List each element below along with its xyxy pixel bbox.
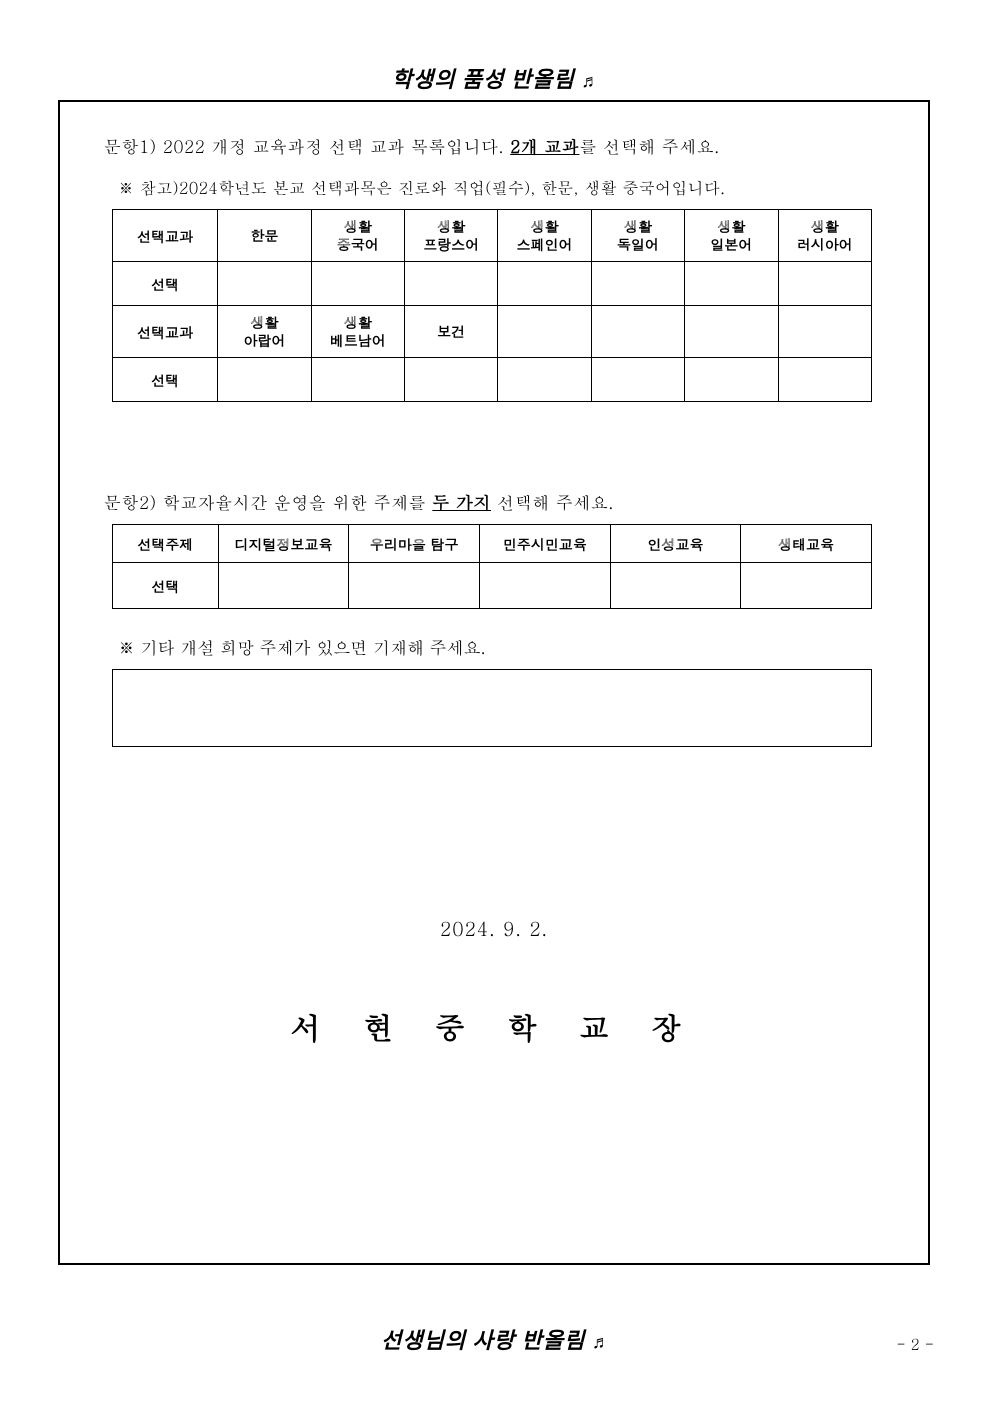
page-number: - 2 - bbox=[896, 1334, 934, 1355]
select-cell[interactable] bbox=[218, 262, 311, 306]
select-cell[interactable] bbox=[218, 563, 349, 609]
q2-prefix: 문항2) 학교자율시간 운영을 위한 주제를 bbox=[104, 490, 432, 514]
q1-suffix: 를 선택해 주세요. bbox=[579, 134, 719, 158]
content-border: 문항1) 2022 개정 교육과정 선택 교과 목록입니다. 2개 교과를 선택… bbox=[58, 100, 930, 1265]
select-cell[interactable] bbox=[311, 262, 404, 306]
select-cell[interactable] bbox=[480, 563, 611, 609]
select-cell[interactable] bbox=[610, 563, 741, 609]
music-note-icon: ♬ bbox=[592, 1332, 611, 1352]
select-cell[interactable] bbox=[685, 358, 778, 402]
page-footer: 선생님의 사랑 반올림 ♬ bbox=[0, 1323, 992, 1355]
select-cell[interactable] bbox=[218, 358, 311, 402]
subject-cell: 생활독일어 bbox=[591, 210, 684, 262]
freetext-input[interactable] bbox=[112, 669, 872, 747]
subject-cell: 보건 bbox=[405, 306, 498, 358]
label-select: 선택 bbox=[113, 563, 219, 609]
select-cell[interactable] bbox=[405, 358, 498, 402]
select-cell[interactable] bbox=[778, 262, 871, 306]
subject-table: 선택교과 한문 생활중국어 생활프랑스어 생활스페인어 생활독일어 생활일본어 … bbox=[112, 209, 872, 402]
select-cell[interactable] bbox=[311, 358, 404, 402]
select-cell[interactable] bbox=[405, 262, 498, 306]
label-select: 선택 bbox=[113, 358, 218, 402]
select-cell[interactable] bbox=[685, 262, 778, 306]
select-cell[interactable] bbox=[591, 262, 684, 306]
q2-emphasis: 두 가지 bbox=[432, 490, 491, 514]
select-cell[interactable] bbox=[778, 358, 871, 402]
label-select: 선택 bbox=[113, 262, 218, 306]
footer-text: 선생님의 사랑 반올림 bbox=[381, 1328, 585, 1353]
select-cell[interactable] bbox=[498, 262, 591, 306]
subject-cell: 생활러시아어 bbox=[778, 210, 871, 262]
header-text: 학생의 품성 반올림 bbox=[392, 67, 575, 92]
question2-text: 문항2) 학교자율시간 운영을 위한 주제를 두 가지 선택해 주세요. bbox=[104, 490, 884, 514]
subject-cell: 생활프랑스어 bbox=[405, 210, 498, 262]
subject-cell: 생활베트남어 bbox=[311, 306, 404, 358]
topic-cell: 인성교육 bbox=[610, 525, 741, 563]
spacer bbox=[104, 402, 884, 490]
subject-cell: 생활중국어 bbox=[311, 210, 404, 262]
table-row: 선택교과 한문 생활중국어 생활프랑스어 생활스페인어 생활독일어 생활일본어 … bbox=[113, 210, 872, 262]
subject-cell bbox=[498, 306, 591, 358]
select-cell[interactable] bbox=[498, 358, 591, 402]
table-row: 선택 bbox=[113, 262, 872, 306]
label-subject: 선택교과 bbox=[113, 306, 218, 358]
music-note-icon: ♬ bbox=[581, 71, 600, 91]
note2-text: ※ 기타 개설 희망 주제가 있으면 기재해 주세요. bbox=[118, 635, 884, 659]
label-subject: 선택교과 bbox=[113, 210, 218, 262]
subject-cell: 한문 bbox=[218, 210, 311, 262]
school-name: 서 현 중 학 교 장 bbox=[104, 1006, 884, 1048]
topic-cell: 생태교육 bbox=[741, 525, 872, 563]
page-header: 학생의 품성 반올림 ♬ bbox=[0, 0, 992, 94]
q2-suffix: 선택해 주세요. bbox=[491, 490, 614, 514]
topic-cell: 우리마을 탐구 bbox=[349, 525, 480, 563]
label-topic: 선택주제 bbox=[113, 525, 219, 563]
subject-cell bbox=[778, 306, 871, 358]
content-area: 문항1) 2022 개정 교육과정 선택 교과 목록입니다. 2개 교과를 선택… bbox=[60, 102, 928, 1048]
table-row: 선택 bbox=[113, 563, 872, 609]
subject-cell: 생활일본어 bbox=[685, 210, 778, 262]
table-row: 선택 bbox=[113, 358, 872, 402]
note1-text: ※ 참고)2024학년도 본교 선택과목은 진로와 직업(필수), 한문, 생활… bbox=[118, 176, 884, 199]
table-row: 선택교과 생활아랍어 생활베트남어 보건 bbox=[113, 306, 872, 358]
subject-cell: 생활아랍어 bbox=[218, 306, 311, 358]
table-row: 선택주제 디지털정보교육 우리마을 탐구 민주시민교육 인성교육 생태교육 bbox=[113, 525, 872, 563]
select-cell[interactable] bbox=[741, 563, 872, 609]
topic-cell: 민주시민교육 bbox=[480, 525, 611, 563]
topic-table: 선택주제 디지털정보교육 우리마을 탐구 민주시민교육 인성교육 생태교육 선택 bbox=[112, 524, 872, 609]
select-cell[interactable] bbox=[591, 358, 684, 402]
subject-cell: 생활스페인어 bbox=[498, 210, 591, 262]
date-text: 2024. 9. 2. bbox=[104, 915, 884, 942]
select-cell[interactable] bbox=[349, 563, 480, 609]
subject-cell bbox=[685, 306, 778, 358]
question1-text: 문항1) 2022 개정 교육과정 선택 교과 목록입니다. 2개 교과를 선택… bbox=[104, 134, 884, 158]
subject-cell bbox=[591, 306, 684, 358]
q1-emphasis: 2개 교과 bbox=[510, 134, 579, 158]
topic-cell: 디지털정보교육 bbox=[218, 525, 349, 563]
q1-prefix: 문항1) 2022 개정 교육과정 선택 교과 목록입니다. bbox=[104, 134, 510, 158]
